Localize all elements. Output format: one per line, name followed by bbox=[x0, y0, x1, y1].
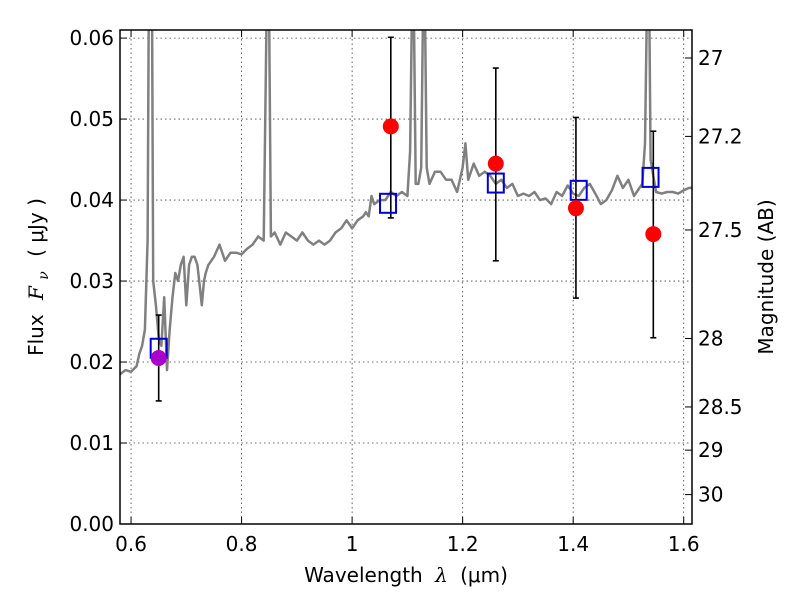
y-axis-title-unit: ( μJy ) bbox=[24, 198, 48, 257]
y-tick-label: 0.06 bbox=[69, 26, 114, 50]
magnitude-tick-label: 27 bbox=[698, 46, 723, 70]
errorbar-series bbox=[155, 36, 657, 402]
photometry-point bbox=[150, 349, 167, 366]
y-tick-label: 0.03 bbox=[69, 269, 114, 293]
x-tick-label: 1.4 bbox=[557, 532, 589, 556]
y-tick-label: 0.04 bbox=[69, 188, 114, 212]
model-square-marker bbox=[641, 166, 660, 188]
magnitude-tick-label: 27.5 bbox=[698, 218, 743, 242]
y-axis-title-subscript: ν bbox=[36, 271, 52, 280]
y-axis-title-text: Flux bbox=[24, 314, 48, 356]
photometry-point bbox=[382, 118, 399, 135]
y-tick-label: 0.02 bbox=[69, 350, 114, 374]
spectrum-line bbox=[120, 30, 692, 376]
magnitude-axis-title: Magnitude (AB) bbox=[754, 199, 778, 354]
axis-ticks: 0.6 0.8 1 1.2 1.4 1.6 0.00 0.01 0.02 0.03 0.04 0.05… bbox=[69, 26, 742, 556]
x-axis-title-text: Wavelength bbox=[304, 563, 423, 587]
x-axis-title-symbol: λ bbox=[434, 563, 448, 587]
model-square-marker bbox=[486, 172, 505, 194]
y-tick-label: 0.01 bbox=[69, 431, 114, 455]
x-axis-title: Wavelength λ (μm) bbox=[304, 563, 508, 587]
y-axis-title: Flux F ν ( μJy ) bbox=[24, 198, 53, 356]
magnitude-tick-label: 28 bbox=[698, 326, 723, 350]
magnitude-tick-label: 30 bbox=[698, 483, 723, 507]
model-square-marker bbox=[569, 179, 588, 201]
photometry-point bbox=[645, 226, 662, 243]
x-tick-label: 0.8 bbox=[226, 532, 258, 556]
y-axis-title-symbol: F bbox=[24, 285, 48, 301]
x-tick-label: 1.2 bbox=[447, 532, 479, 556]
photometry-point bbox=[487, 155, 504, 172]
y-tick-label: 0.00 bbox=[69, 512, 114, 536]
plot-frame bbox=[119, 29, 693, 525]
photometry-point bbox=[567, 200, 584, 217]
magnitude-tick-label: 29 bbox=[698, 438, 723, 462]
magnitude-tick-label: 28.5 bbox=[698, 395, 743, 419]
y-tick-label: 0.05 bbox=[69, 107, 114, 131]
marker-series bbox=[149, 118, 662, 366]
x-tick-label: 1 bbox=[346, 532, 359, 556]
x-tick-label: 1.6 bbox=[668, 532, 700, 556]
x-tick-label: 0.6 bbox=[115, 532, 147, 556]
magnitude-tick-label: 27.2 bbox=[698, 124, 743, 148]
x-axis-title-unit: (μm) bbox=[460, 563, 508, 587]
spectrum-series bbox=[120, 30, 692, 376]
model-square-marker bbox=[379, 192, 398, 214]
